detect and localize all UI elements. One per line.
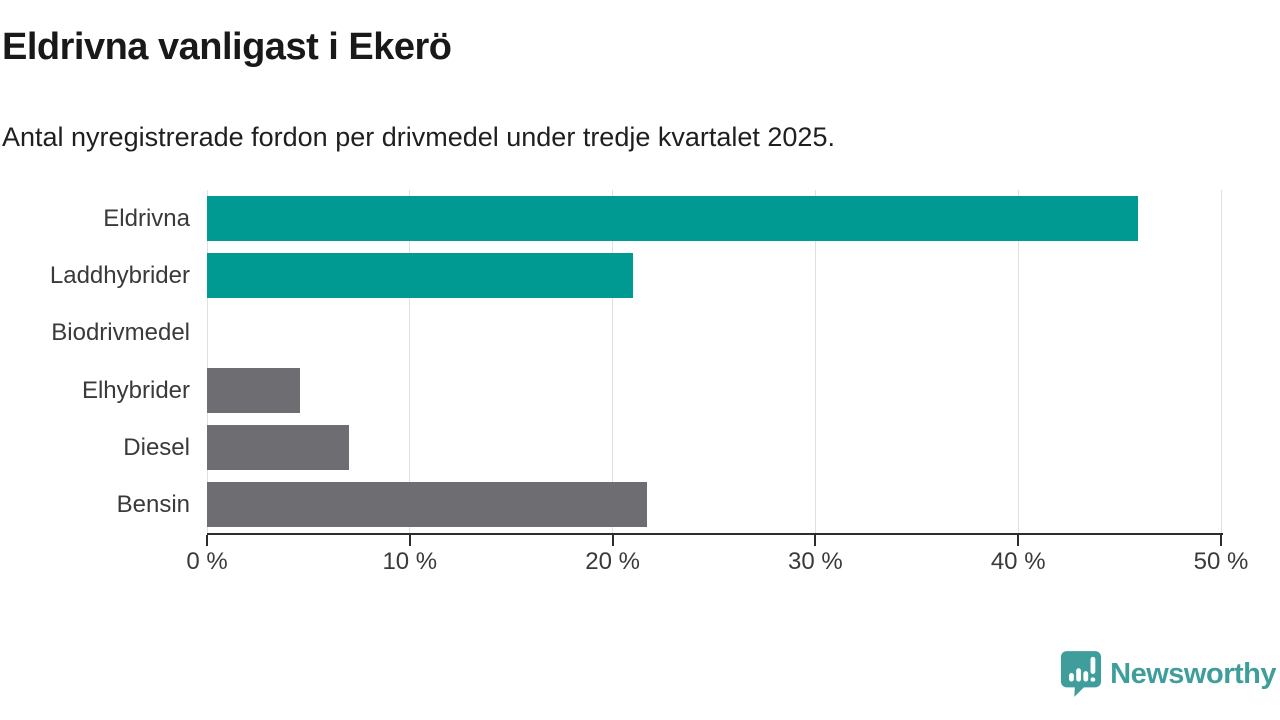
bar-eldrivna: [207, 196, 1138, 242]
newsworthy-icon: [1061, 651, 1102, 697]
gridline: [814, 190, 816, 533]
axis-tick-label: 40 %: [990, 548, 1046, 575]
category-label: Biodrivmedel: [51, 319, 190, 347]
axis-tick-label: 0 %: [186, 548, 228, 575]
category-label: Laddhybrider: [49, 262, 190, 290]
axis-tick: [206, 535, 208, 546]
gridline: [1017, 190, 1019, 533]
bar-chart: 0 % 10 % 20 % 30 % 40 % 50 % Eldrivna Laddhybri…: [0, 190, 1280, 610]
axis-tick-label: 50 %: [1193, 548, 1249, 575]
plot-area: [206, 190, 1222, 533]
axis-tick: [1220, 535, 1222, 546]
gridline: [1220, 190, 1222, 533]
bar-bensin: [207, 481, 648, 527]
chart-title: Eldrivna vanligast i Ekerö: [2, 26, 452, 68]
bar-diesel: [207, 424, 349, 470]
logo-text: Newsworthy: [1110, 657, 1276, 690]
gridline: [409, 190, 411, 533]
axis-tick: [814, 535, 817, 546]
bar-laddhybrider: [207, 253, 633, 299]
category-label: Diesel: [123, 433, 190, 461]
newsworthy-logo: Newsworthy: [1060, 650, 1276, 698]
category-label: Bensin: [116, 490, 190, 518]
axis-tick-label: 20 %: [585, 548, 640, 575]
x-axis-line: [207, 533, 1223, 535]
category-label: Elhybrider: [81, 376, 190, 404]
axis-tick: [1017, 535, 1020, 546]
axis-tick-label: 30 %: [788, 548, 843, 575]
gridline: [612, 190, 614, 533]
gridline: [206, 190, 208, 533]
bar-elhybrider: [207, 367, 301, 413]
axis-tick: [408, 535, 411, 546]
chart-subtitle: Antal nyregistrerade fordon per drivmede…: [2, 122, 835, 152]
axis-tick-label: 10 %: [382, 548, 438, 575]
category-label: Eldrivna: [103, 205, 190, 233]
axis-tick: [611, 535, 614, 546]
